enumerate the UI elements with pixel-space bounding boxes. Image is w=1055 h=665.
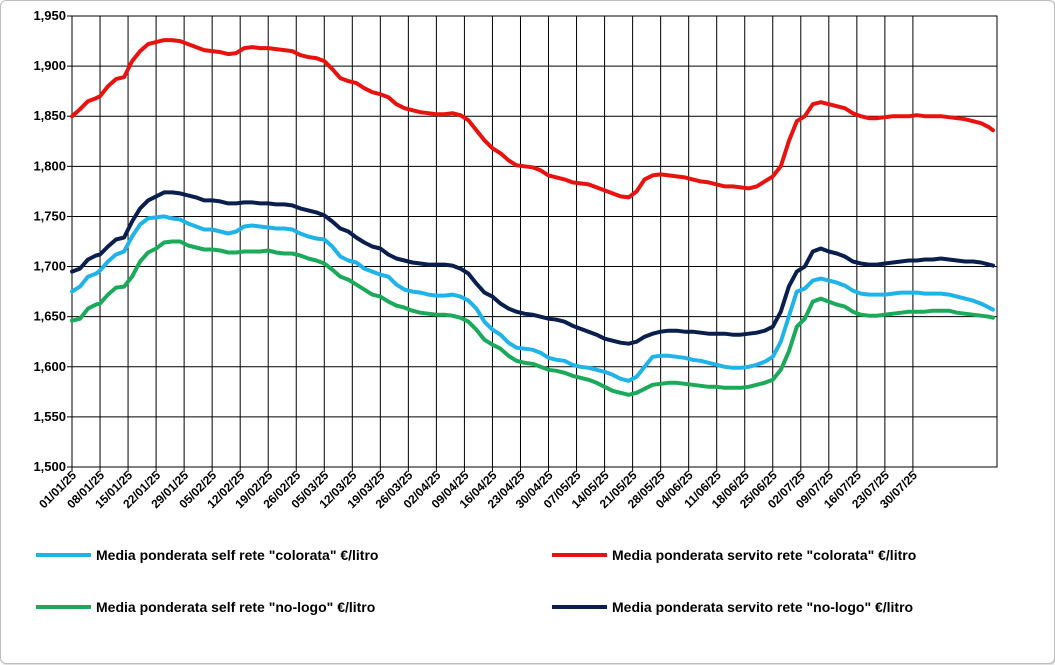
legend-label-3: Media ponderata servito rete "no-logo" €…	[612, 599, 913, 615]
legend-label-1: Media ponderata servito rete "colorata" …	[612, 547, 916, 563]
series-line-3	[70, 190, 995, 346]
vertical-gridlines	[71, 16, 914, 467]
y-tick-label: 1,850	[33, 108, 66, 123]
plot-area	[71, 15, 998, 468]
y-tick-label: 1,550	[33, 409, 66, 424]
y-tick-label: 1,700	[33, 259, 66, 274]
y-tick-label: 1,800	[33, 158, 66, 173]
y-tick-label: 1,750	[33, 208, 66, 223]
horizontal-gridlines	[72, 15, 997, 468]
y-tick-label: 1,600	[33, 359, 66, 374]
y-axis: 1,500 1,550 1,600 1,650 1,700 1,750 1,800 1,850…	[33, 8, 72, 474]
x-axis: 01/01/2508/01/2515/01/2522/01/2529/01/25…	[36, 467, 920, 511]
series-line-2	[70, 239, 995, 397]
y-tick-label: 1,500	[33, 459, 66, 474]
series-lines	[70, 38, 995, 397]
y-tick-label: 1,900	[33, 58, 66, 73]
legend: Media ponderata self rete "colorata" €/l…	[36, 547, 916, 615]
y-tick-label: 1,650	[33, 309, 66, 324]
legend-label-0: Media ponderata self rete "colorata" €/l…	[96, 547, 378, 563]
y-tick-label: 1,950	[33, 8, 66, 23]
series-line-1	[70, 38, 995, 200]
legend-label-2: Media ponderata self rete "no-logo" €/li…	[96, 599, 375, 615]
series-line-0	[70, 214, 995, 383]
